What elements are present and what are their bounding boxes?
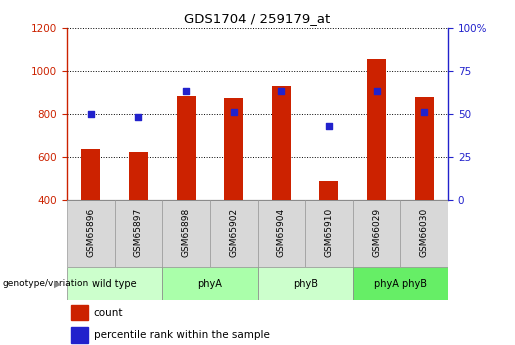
Point: [372, 89, 381, 94]
Bar: [71, 327, 88, 343]
Point: [230, 109, 238, 115]
Point: [420, 109, 428, 115]
Bar: [177, 96, 196, 286]
Bar: [210, 200, 258, 267]
Bar: [258, 267, 353, 300]
Text: genotype/variation: genotype/variation: [3, 279, 89, 288]
Point: [87, 111, 95, 117]
Bar: [415, 97, 434, 286]
Bar: [114, 200, 162, 267]
Text: count: count: [94, 308, 123, 318]
Bar: [81, 149, 100, 286]
Point: [277, 89, 285, 94]
Text: GSM65902: GSM65902: [229, 208, 238, 257]
Bar: [319, 181, 338, 286]
Bar: [67, 267, 162, 300]
Bar: [305, 200, 353, 267]
Text: percentile rank within the sample: percentile rank within the sample: [94, 330, 269, 340]
Text: ▶: ▶: [54, 279, 62, 289]
Text: phyB: phyB: [293, 279, 318, 289]
Bar: [67, 200, 115, 267]
Text: GSM65910: GSM65910: [324, 208, 333, 257]
Bar: [353, 200, 401, 267]
Text: GSM66029: GSM66029: [372, 208, 381, 257]
Text: GDS1704 / 259179_at: GDS1704 / 259179_at: [184, 12, 331, 25]
Bar: [353, 267, 448, 300]
Text: wild type: wild type: [92, 279, 137, 289]
Text: GSM66030: GSM66030: [420, 208, 428, 257]
Text: GSM65897: GSM65897: [134, 208, 143, 257]
Bar: [367, 59, 386, 286]
Point: [182, 89, 190, 94]
Bar: [258, 200, 305, 267]
Bar: [162, 267, 258, 300]
Bar: [272, 86, 291, 286]
Text: phyA phyB: phyA phyB: [374, 279, 427, 289]
Text: GSM65898: GSM65898: [182, 208, 191, 257]
Text: GSM65896: GSM65896: [87, 208, 95, 257]
Bar: [71, 305, 88, 320]
Point: [325, 123, 333, 129]
Bar: [162, 200, 210, 267]
Bar: [224, 98, 243, 286]
Bar: [129, 151, 148, 286]
Bar: [401, 200, 448, 267]
Text: GSM65904: GSM65904: [277, 208, 286, 257]
Text: phyA: phyA: [197, 279, 222, 289]
Point: [134, 115, 143, 120]
